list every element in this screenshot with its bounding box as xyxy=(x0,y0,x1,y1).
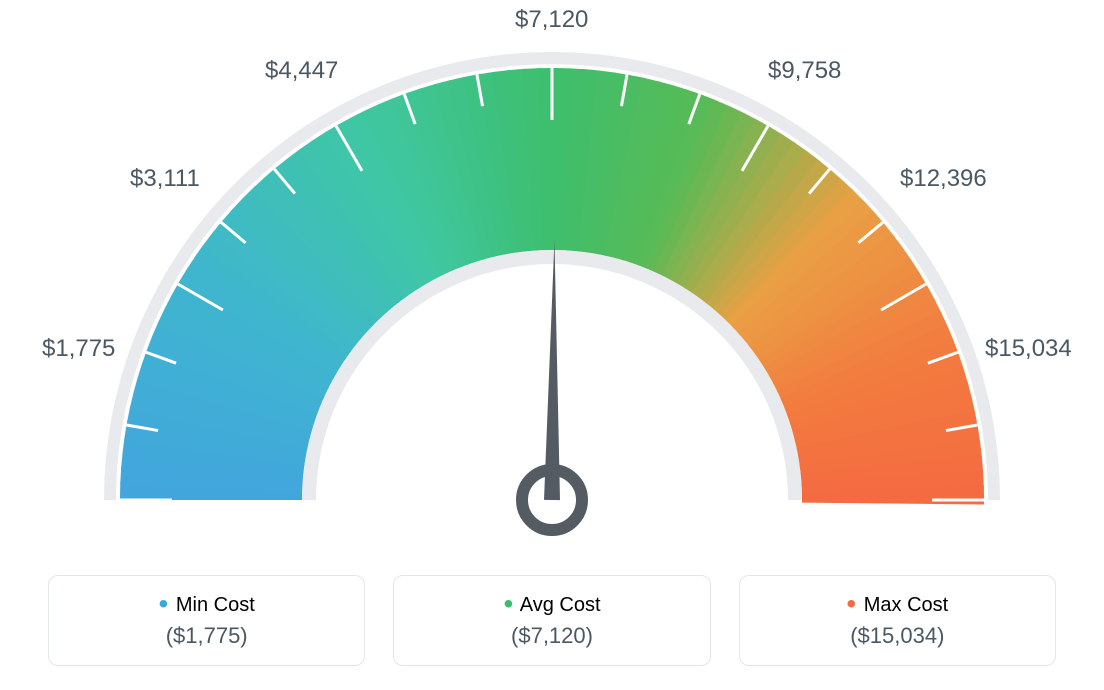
chart-container: $1,775 $3,111 $4,447 $7,120 $9,758 $12,396 $15… xyxy=(0,0,1104,690)
legend-row: • Min Cost ($1,775) • Avg Cost ($7,120) … xyxy=(48,575,1056,666)
avg-cost-value: ($7,120) xyxy=(404,623,699,649)
min-cost-card: • Min Cost ($1,775) xyxy=(48,575,365,666)
scale-label: $9,758 xyxy=(768,57,841,85)
avg-cost-label: • Avg Cost xyxy=(404,594,699,617)
avg-cost-label-text: Avg Cost xyxy=(520,594,601,616)
scale-label: $12,396 xyxy=(900,165,987,193)
avg-dot-icon: • xyxy=(503,588,513,619)
max-cost-label-text: Max Cost xyxy=(864,594,948,616)
max-cost-value: ($15,034) xyxy=(750,623,1045,649)
gauge-chart xyxy=(0,0,1104,540)
max-dot-icon: • xyxy=(846,588,856,619)
min-dot-icon: • xyxy=(159,588,169,619)
scale-label: $1,775 xyxy=(42,335,115,363)
scale-label: $4,447 xyxy=(265,57,338,85)
min-cost-label: • Min Cost xyxy=(59,594,354,617)
scale-label: $3,111 xyxy=(130,165,200,193)
max-cost-label: • Max Cost xyxy=(750,594,1045,617)
min-cost-label-text: Min Cost xyxy=(176,594,255,616)
avg-cost-card: • Avg Cost ($7,120) xyxy=(393,575,710,666)
max-cost-card: • Max Cost ($15,034) xyxy=(739,575,1056,666)
scale-label: $7,120 xyxy=(515,6,588,34)
scale-label: $15,034 xyxy=(985,335,1072,363)
min-cost-value: ($1,775) xyxy=(59,623,354,649)
